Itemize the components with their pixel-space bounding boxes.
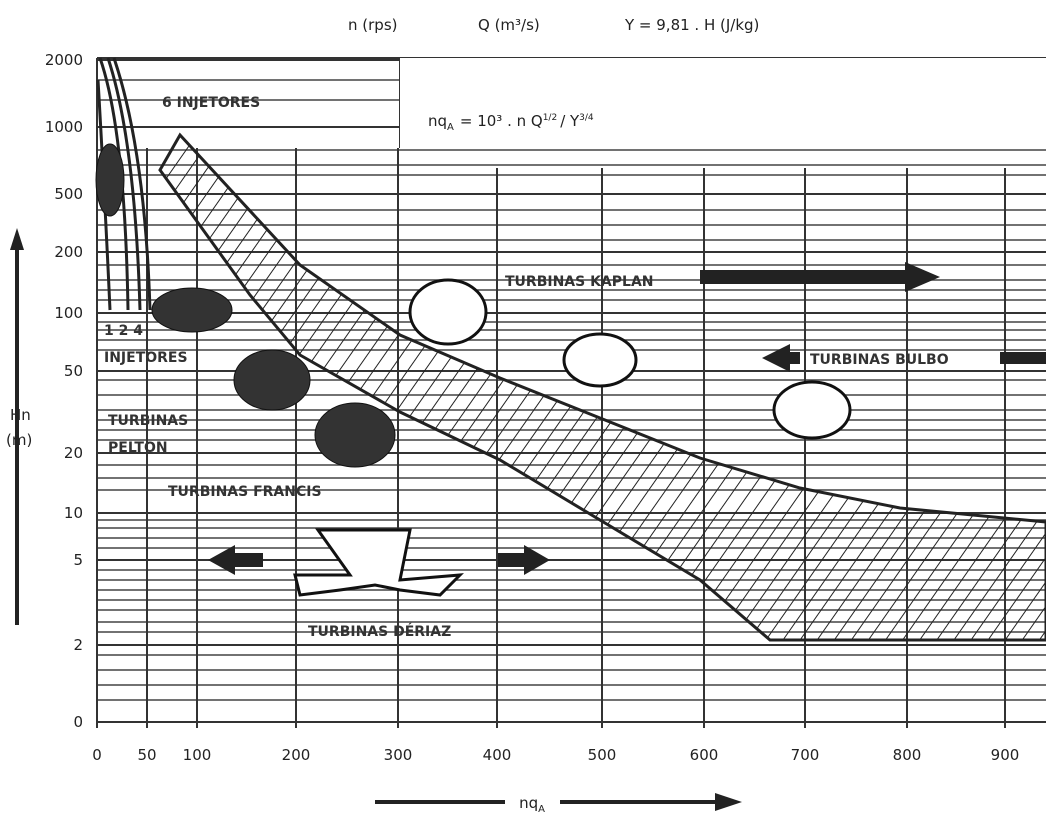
label: TURBINAS FRANCIS — [168, 484, 322, 500]
x-tick-label: 400 — [483, 746, 512, 764]
label: PELTON — [108, 440, 168, 456]
y-tick-label: 20 — [64, 444, 83, 462]
label: INJETORES — [104, 350, 188, 366]
y-tick-label: 2000 — [45, 51, 83, 69]
x-tick-label: 0 — [92, 746, 102, 764]
y-tick-label: 500 — [54, 185, 83, 203]
x-tick-label: 600 — [690, 746, 719, 764]
header-n: n (rps) — [348, 16, 397, 34]
y-tick-label: 1000 — [45, 118, 83, 136]
y-tick-label: 200 — [54, 243, 83, 261]
y-tick-label: 10 — [64, 504, 83, 522]
x-tick-label: 900 — [991, 746, 1020, 764]
y-tick-label: 0 — [73, 713, 83, 731]
y-label: Hn — [10, 406, 31, 424]
label: TURBINAS BULBO — [810, 352, 949, 368]
x-tick-label: 500 — [588, 746, 617, 764]
x-tick-label: 100 — [183, 746, 212, 764]
y-tick-label: 5 — [73, 551, 83, 569]
y-tick-label: 2 — [73, 636, 83, 654]
label: 1 2 4 — [104, 323, 143, 339]
x-tick-label: 300 — [384, 746, 413, 764]
y-tick-label: 100 — [54, 304, 83, 322]
formula-box — [400, 58, 1046, 148]
x-tick-label: 700 — [791, 746, 820, 764]
chart: n (rps) Q (m³/s) Y = 9,81 . H (J/kg) 200… — [0, 0, 1046, 814]
label: 6 INJETORES — [162, 95, 260, 111]
x-tick-label: 200 — [282, 746, 311, 764]
header-y: Y = 9,81 . H (J/kg) — [624, 16, 759, 34]
x-tick-label: 800 — [893, 746, 922, 764]
header-q: Q (m³/s) — [478, 16, 540, 34]
label: TURBINAS DÉRIAZ — [308, 623, 451, 640]
x-label: nqA — [519, 794, 545, 814]
y-tick-label: 50 — [64, 362, 83, 380]
y-label: (m) — [6, 431, 32, 449]
x-tick-label: 50 — [137, 746, 156, 764]
label: TURBINAS KAPLAN — [505, 274, 654, 290]
label: TURBINAS — [108, 413, 188, 429]
